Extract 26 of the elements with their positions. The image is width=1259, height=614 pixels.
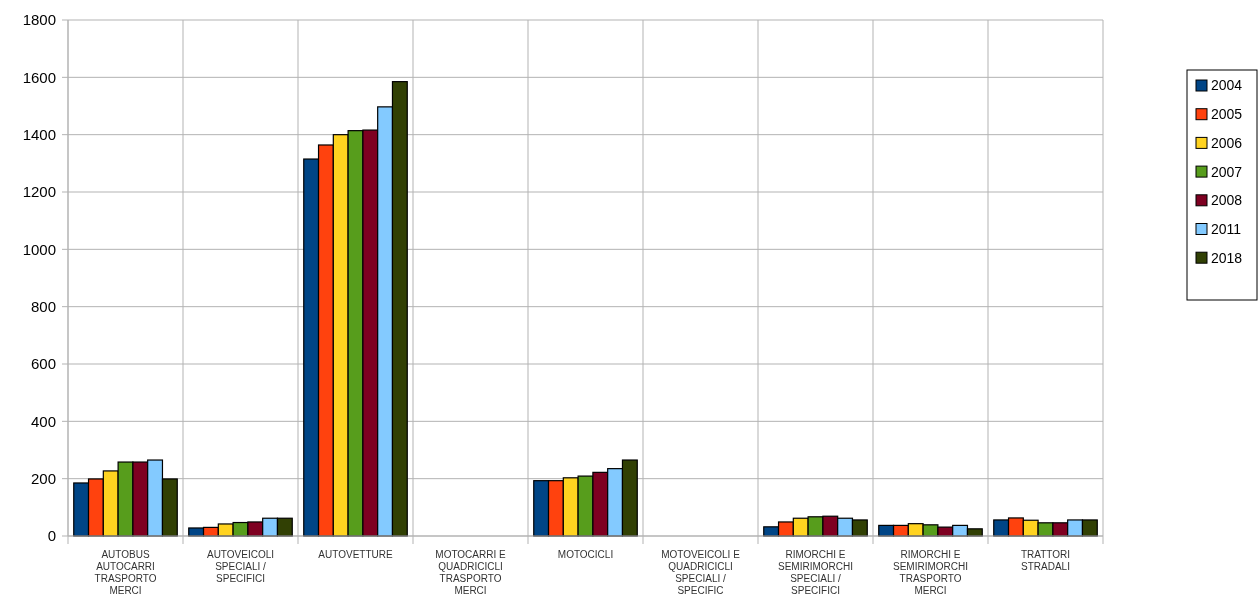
x-tick-label: RIMORCHI E SEMIRIMORCHI SPECIALI / SPECIFICI xyxy=(778,549,853,596)
x-tick-label: AUTOVETTURE xyxy=(318,549,393,560)
y-tick-label: 1800 xyxy=(22,11,56,29)
x-tick-label: MOTOVEICOLI E QUADRICICLI SPECIALI / SPECIFIC xyxy=(661,549,741,596)
legend-label: 2008 xyxy=(1211,192,1243,209)
x-tick-label: RIMORCHI E SEMIRIMORCHI TRASPORTO MERCI xyxy=(893,549,968,596)
legend-label: 2006 xyxy=(1211,134,1243,151)
y-tick-label: 1000 xyxy=(22,240,56,258)
legend-label: 2007 xyxy=(1211,163,1243,180)
legend-label: 2005 xyxy=(1211,106,1243,123)
legend-label: 2004 xyxy=(1211,77,1243,94)
y-tick-label: 1400 xyxy=(22,125,56,143)
y-tick-label: 200 xyxy=(30,469,56,487)
y-tick-label: 600 xyxy=(30,355,56,373)
y-tick-label: 1200 xyxy=(22,183,56,201)
legend-label: 2018 xyxy=(1211,249,1243,266)
y-tick-label: 400 xyxy=(30,412,56,430)
y-tick-label: 1600 xyxy=(22,68,56,86)
x-tick-label: AUTOVEICOLI SPECIALI / SPECIFICI xyxy=(206,549,275,584)
y-tick-label: 800 xyxy=(30,297,56,315)
y-tick-label: 0 xyxy=(47,527,56,545)
legend-label: 2011 xyxy=(1211,220,1242,237)
x-tick-label: MOTOCARRI E QUADRICICLI TRASPORTO MERCI xyxy=(435,549,507,596)
x-tick-label: AUTOBUS AUTOCARRI TRASPORTO MERCI xyxy=(94,549,157,596)
x-tick-label: MOTOCICLI xyxy=(557,549,614,560)
x-tick-label: TRATTORI STRADALI xyxy=(1020,549,1071,572)
